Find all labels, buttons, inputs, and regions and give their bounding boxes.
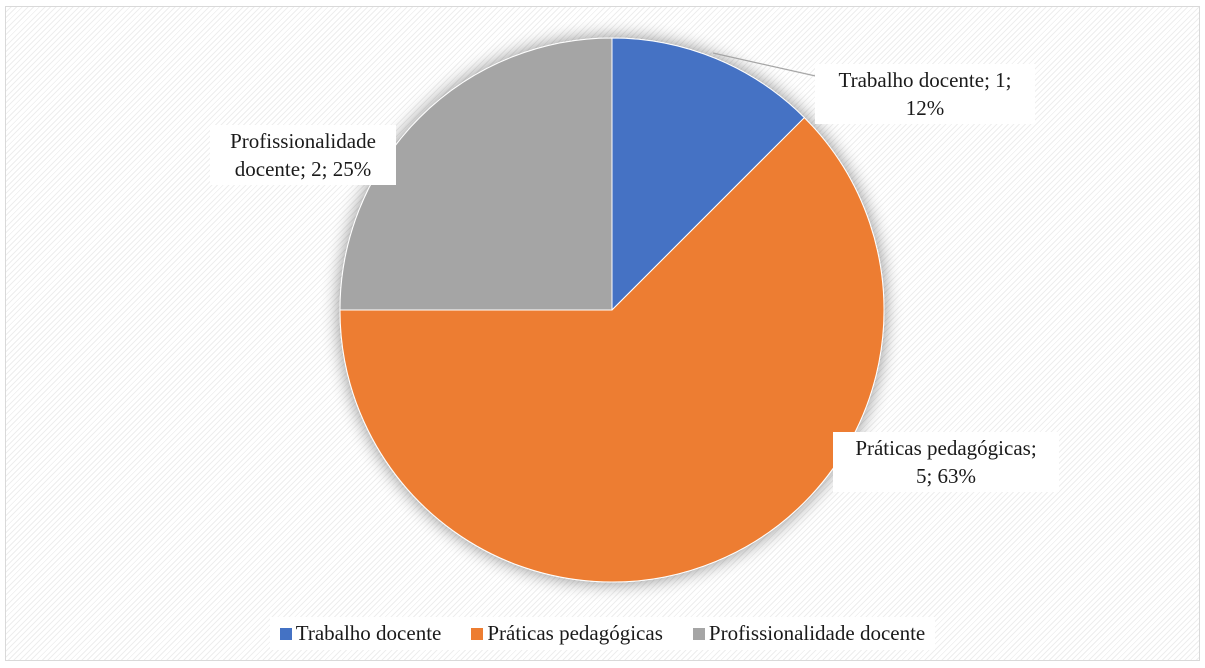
data-label-praticas-line1: Práticas pedagógicas; [855, 436, 1037, 460]
data-label-profiss-line1: Profissionalidade [230, 129, 376, 153]
pie-slice-praticas-pedagogicas [339, 116, 885, 583]
pie-slice-trabalho-docente [611, 37, 806, 312]
data-label-trabalho-line2: 12% [905, 96, 945, 120]
data-label-praticas-line2: 5; 63% [915, 464, 977, 488]
leader-line-trabalho-docente [712, 52, 821, 78]
data-label-profissionalidade-docente: Profissionalidade docente; 2; 25% [210, 125, 396, 185]
pie-slice-profissionalidade-docente [339, 37, 613, 311]
data-label-trabalho-docente: Trabalho docente; 1; 12% [815, 64, 1035, 124]
data-label-praticas-pedagogicas: Práticas pedagógicas; 5; 63% [833, 432, 1059, 492]
pie-slices [339, 37, 885, 583]
data-label-profiss-line2: docente; 2; 25% [234, 157, 372, 181]
data-label-trabalho-line1: Trabalho docente; 1; [838, 68, 1012, 92]
